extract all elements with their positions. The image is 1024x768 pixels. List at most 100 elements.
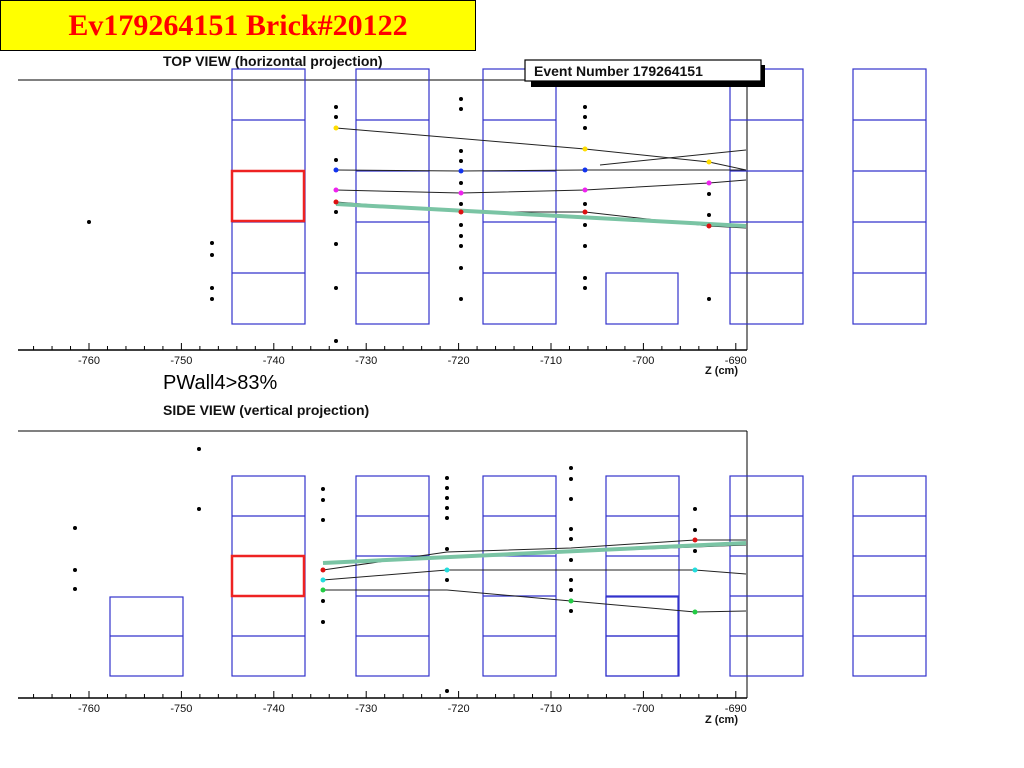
side-tick-label: -760 <box>78 703 100 715</box>
side-hit <box>569 588 573 592</box>
top-hit-blue <box>333 167 339 173</box>
top-hit <box>459 223 463 227</box>
top-wall-5 <box>852 68 927 325</box>
top-track-2 <box>335 169 746 172</box>
top-hit <box>459 234 463 238</box>
side-hit <box>569 466 573 470</box>
event-number-box <box>524 59 762 82</box>
side-view-ticks: -760 -750 -740 -730 -720 -710 -700 -690 <box>33 691 747 715</box>
top-wall-3 <box>482 68 557 325</box>
top-view-extra-brick <box>605 272 679 325</box>
top-hit-yellow <box>706 159 712 165</box>
side-track-2 <box>322 569 747 581</box>
top-hit <box>583 115 587 119</box>
pwall-annotation: PWall4>83% <box>163 372 278 394</box>
top-hit <box>334 158 338 162</box>
side-view-title: SIDE VIEW (vertical projection) <box>163 402 369 418</box>
top-hit-red <box>333 199 339 205</box>
side-view-hits <box>73 447 697 693</box>
side-tick-label: -700 <box>632 703 654 715</box>
side-hit <box>321 498 325 502</box>
slide-title: Ev179264151 Brick#20122 <box>68 8 408 42</box>
top-hit <box>334 339 338 343</box>
side-hit <box>569 578 573 582</box>
top-hit <box>334 242 338 246</box>
side-hit <box>197 507 201 511</box>
side-hit <box>197 447 201 451</box>
side-hit <box>569 497 573 501</box>
side-wall-5 <box>729 475 804 677</box>
top-hit <box>459 297 463 301</box>
side-hit-cyan <box>320 577 326 583</box>
side-highlight-track <box>322 541 747 565</box>
top-hit-magenta <box>706 180 712 186</box>
side-wall-3 <box>482 475 557 677</box>
top-hit <box>583 223 587 227</box>
side-hit <box>73 568 77 572</box>
side-tick-label: -730 <box>355 703 377 715</box>
top-hit-red <box>582 209 588 215</box>
top-hit-magenta <box>458 190 464 196</box>
side-hit <box>445 578 449 582</box>
top-hit <box>707 213 711 217</box>
top-hit <box>583 286 587 290</box>
side-hit <box>321 620 325 624</box>
side-hit <box>445 486 449 490</box>
side-hit <box>445 496 449 500</box>
top-hit-red <box>706 223 712 229</box>
top-hit <box>459 149 463 153</box>
top-hit <box>210 253 214 257</box>
top-view-panel: TOP VIEW (horizontal projection) <box>18 53 927 377</box>
top-hit <box>459 107 463 111</box>
top-tick-label: -760 <box>78 355 100 367</box>
side-wall-6 <box>852 475 927 677</box>
side-tick-label: -710 <box>540 703 562 715</box>
top-view-hits <box>87 97 711 343</box>
top-view-title: TOP VIEW (horizontal projection) <box>163 53 383 69</box>
top-hit <box>459 159 463 163</box>
side-tick-label: -720 <box>448 703 470 715</box>
top-hit <box>334 105 338 109</box>
side-hit <box>445 506 449 510</box>
event-number-label: Event Number 179264151 <box>534 63 703 79</box>
top-hit <box>459 97 463 101</box>
side-view-axis-label: Z (cm) <box>705 714 738 726</box>
top-hit <box>459 266 463 270</box>
top-hit <box>583 126 587 130</box>
top-tick-label: -740 <box>263 355 285 367</box>
side-hit <box>693 507 697 511</box>
side-hit-green <box>320 587 326 593</box>
side-wall-2 <box>355 475 430 677</box>
side-hit <box>73 587 77 591</box>
top-tick-label: -690 <box>725 355 747 367</box>
top-hit-magenta <box>333 187 339 193</box>
top-hit <box>459 181 463 185</box>
top-hit-yellow <box>333 125 339 131</box>
side-hit <box>445 689 449 693</box>
top-tick-label: -700 <box>632 355 654 367</box>
top-hit <box>583 105 587 109</box>
top-hit <box>583 244 587 248</box>
side-hit <box>693 528 697 532</box>
side-hit <box>445 547 449 551</box>
top-wall-4 <box>729 68 804 325</box>
side-hit <box>445 476 449 480</box>
top-highlight-track <box>335 202 747 228</box>
top-tick-label: -730 <box>355 355 377 367</box>
top-track-1 <box>335 127 747 171</box>
top-hit-red <box>458 209 464 215</box>
top-hit <box>87 220 91 224</box>
side-hit <box>693 549 697 553</box>
top-hit-blue <box>582 167 588 173</box>
side-wall-1 <box>231 475 306 677</box>
side-view-selected-brick <box>230 554 306 598</box>
top-hit <box>210 297 214 301</box>
side-view-panel: SIDE VIEW (vertical projection) -760 -750… <box>18 402 927 726</box>
top-hit-yellow <box>582 146 588 152</box>
top-hit <box>334 115 338 119</box>
side-hit <box>321 599 325 603</box>
top-hit-magenta <box>582 187 588 193</box>
top-wall-2 <box>355 68 430 325</box>
side-track-3 <box>323 589 747 613</box>
